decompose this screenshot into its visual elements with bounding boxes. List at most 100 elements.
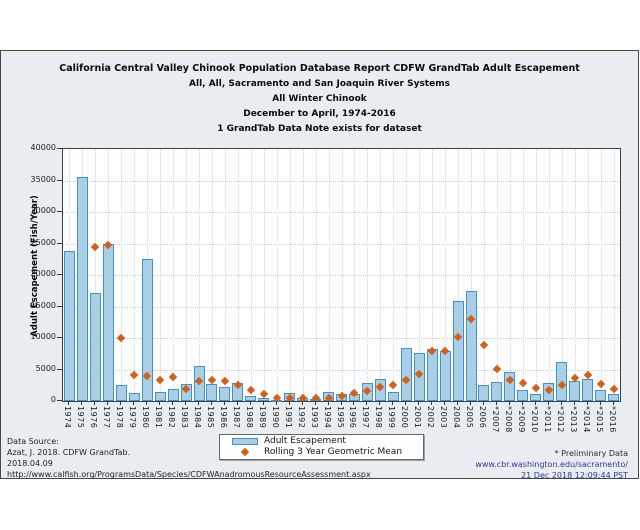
geomean-marker-2006 bbox=[479, 340, 489, 350]
x-tick-label: 1998 bbox=[374, 406, 384, 429]
x-axis-tick bbox=[521, 401, 523, 405]
chart-subtitle-note: 1 GrandTab Data Note exists for dataset bbox=[217, 124, 422, 134]
bar-2009 bbox=[517, 390, 529, 401]
data-source-citation: Azat, J. 2018. CDFW GrandTab. bbox=[7, 448, 131, 457]
x-tick-label: 1975 bbox=[76, 406, 86, 429]
x-axis-tick bbox=[547, 401, 549, 405]
chart-panel: California Central Valley Chinook Popula… bbox=[0, 50, 639, 481]
bar-1980 bbox=[141, 258, 153, 401]
x-axis-tick bbox=[495, 401, 497, 405]
y-tick-label: 20000 bbox=[30, 269, 56, 278]
gridline-vertical bbox=[496, 149, 498, 401]
bar-2005 bbox=[465, 291, 477, 401]
x-axis-tick bbox=[444, 401, 446, 405]
gridline-vertical bbox=[432, 149, 434, 401]
chart-subtitle-systems: All, All, Sacramento and San Joaquin Riv… bbox=[189, 79, 450, 89]
bar-1977 bbox=[102, 244, 114, 401]
x-axis-tick bbox=[301, 401, 303, 405]
x-axis-tick bbox=[612, 401, 614, 405]
x-tick-label: *2015 bbox=[594, 406, 604, 433]
x-tick-label: 1991 bbox=[283, 406, 293, 429]
x-axis-tick bbox=[172, 401, 174, 405]
bar-2016 bbox=[608, 394, 620, 401]
y-axis-tick bbox=[57, 274, 62, 275]
x-axis-tick bbox=[470, 401, 472, 405]
x-tick-label: *2010 bbox=[529, 406, 539, 433]
bar-1976 bbox=[89, 292, 101, 401]
y-tick-label: 40000 bbox=[30, 143, 56, 152]
y-tick-label: 5000 bbox=[35, 363, 56, 373]
geomean-marker-1993 bbox=[311, 393, 320, 403]
gridline-vertical bbox=[95, 149, 97, 401]
geomean-marker-1979 bbox=[129, 370, 139, 380]
geomean-marker-1982 bbox=[168, 372, 178, 382]
preliminary-data-note: * Preliminary Data bbox=[554, 449, 628, 458]
x-tick-label: 1984 bbox=[193, 406, 202, 429]
gridline-vertical bbox=[173, 149, 175, 401]
footer-right-block: * Preliminary Data www.cbr.washington.ed… bbox=[475, 448, 628, 481]
x-axis-tick bbox=[223, 401, 225, 405]
bar-1975 bbox=[76, 177, 88, 401]
bar-1986 bbox=[219, 386, 231, 401]
gridline-vertical bbox=[121, 149, 123, 401]
gridline-vertical bbox=[367, 149, 369, 401]
x-tick-label: 1981 bbox=[154, 406, 164, 429]
gridline-vertical bbox=[341, 149, 343, 401]
x-axis-tick bbox=[133, 401, 135, 405]
gridline-vertical bbox=[587, 149, 589, 401]
x-tick-label: 1989 bbox=[257, 406, 267, 429]
x-tick-label: 1977 bbox=[102, 406, 112, 429]
geomean-marker-2010 bbox=[531, 384, 541, 393]
geomean-marker-1988 bbox=[246, 385, 256, 395]
data-source-block: Data Source: Azat, J. 2018. CDFW GrandTa… bbox=[7, 436, 371, 480]
gridline-vertical bbox=[160, 149, 162, 401]
x-axis-tick bbox=[482, 401, 484, 405]
legend-label: Rolling 3 Year Geometric Mean bbox=[264, 447, 403, 457]
x-tick-label: *2011 bbox=[542, 406, 552, 433]
gridline-vertical bbox=[211, 149, 213, 401]
bar-2008 bbox=[504, 372, 516, 401]
bar-2015 bbox=[595, 390, 607, 401]
gridline-vertical bbox=[289, 149, 291, 401]
x-tick-label: 1994 bbox=[322, 406, 332, 429]
geomean-marker-2016 bbox=[609, 385, 618, 394]
y-axis-tick bbox=[57, 242, 62, 244]
x-tick-label: *2008 bbox=[503, 406, 513, 433]
bar-1979 bbox=[128, 393, 140, 401]
legend-item-geomean: Rolling 3 Year Geometric Mean bbox=[220, 447, 423, 458]
x-tick-label: 2001 bbox=[413, 406, 423, 429]
x-tick-label: *2009 bbox=[516, 406, 526, 433]
geomean-marker-2009 bbox=[518, 379, 528, 388]
y-axis-tick bbox=[57, 337, 62, 338]
x-tick-label: 1995 bbox=[335, 406, 345, 429]
gridline-vertical bbox=[419, 149, 421, 401]
gridline-vertical bbox=[250, 149, 252, 401]
y-axis-tick bbox=[57, 368, 62, 370]
gridline-vertical bbox=[380, 149, 382, 401]
bar-1978 bbox=[115, 385, 127, 401]
x-axis-tick bbox=[288, 401, 290, 405]
y-tick-label: 35000 bbox=[30, 174, 56, 184]
x-axis-tick bbox=[81, 401, 83, 405]
y-tick-label: 10000 bbox=[30, 332, 56, 341]
x-axis-tick bbox=[159, 401, 161, 405]
x-tick-label: 1978 bbox=[115, 406, 125, 429]
y-axis-tick bbox=[57, 211, 62, 212]
x-tick-label: 1985 bbox=[205, 406, 215, 429]
x-axis-tick bbox=[418, 401, 420, 405]
x-axis-tick bbox=[457, 401, 459, 405]
x-axis-tick bbox=[534, 401, 536, 405]
bar-2002 bbox=[426, 349, 438, 401]
x-tick-label: 2003 bbox=[439, 406, 449, 429]
y-tick-label: 30000 bbox=[30, 206, 56, 215]
bar-2006 bbox=[478, 384, 490, 401]
x-axis-tick bbox=[431, 401, 433, 405]
gridline-vertical bbox=[458, 149, 460, 401]
x-tick-label: 2002 bbox=[426, 406, 436, 429]
gridline-vertical bbox=[548, 149, 550, 401]
x-axis-tick bbox=[586, 401, 588, 405]
x-tick-label: 1980 bbox=[141, 406, 151, 429]
x-axis-tick bbox=[599, 401, 601, 405]
gridline-vertical bbox=[354, 149, 356, 401]
gridline-vertical bbox=[613, 149, 615, 401]
